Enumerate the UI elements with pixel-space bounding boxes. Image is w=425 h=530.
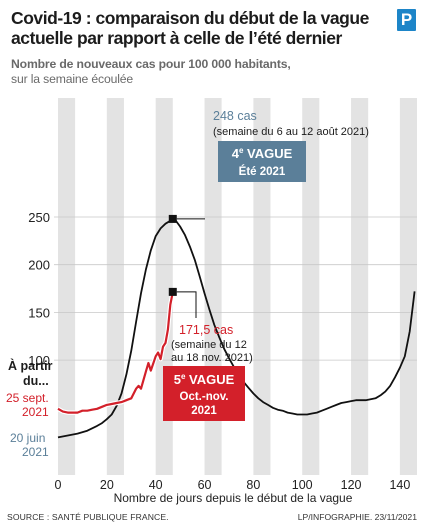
start-summer-date-1: 20 juin: [10, 431, 45, 445]
start-label-1: À partir: [8, 358, 53, 373]
band-0: [58, 98, 76, 475]
x-tick-60: 60: [198, 478, 212, 492]
peak-marker-current: [168, 287, 177, 296]
y-tick-150: 150: [28, 305, 50, 320]
chart-subtitle: Nombre de nouveaux cas pour 100 000 habi…: [11, 57, 411, 87]
current-badge-subtitle-2: 2021: [191, 405, 217, 417]
band-5: [302, 98, 320, 475]
band-7: [399, 98, 417, 475]
chart-title: Covid-19 : comparaison du début de la va…: [11, 8, 369, 48]
series-line-autumn-2021: [57, 291, 174, 414]
x-tick-20: 20: [100, 478, 114, 492]
current-badge-title: 5e VAGUE: [174, 372, 235, 387]
x-tick-120: 120: [341, 478, 362, 492]
current-badge-box: [163, 366, 245, 421]
subtitle-rest: sur la semaine écoulée: [11, 72, 134, 86]
peak-leader-current: [176, 291, 197, 318]
x-tick-40: 40: [149, 478, 163, 492]
current-badge-subtitle-1: Oct.-nov.: [180, 391, 229, 403]
peak-summer-value: 248 cas: [213, 109, 257, 123]
y-tick-100: 100: [28, 353, 50, 368]
peak-current-period-1: (semaine du 12: [171, 339, 247, 351]
start-current-date-1: 25 sept.: [6, 391, 49, 405]
x-tick-100: 100: [292, 478, 313, 492]
start-label-2: du...: [23, 374, 49, 388]
peak-marker-summer: [168, 214, 177, 223]
x-tick-140: 140: [389, 478, 410, 492]
source-note: SOURCE : SANTÉ PUBLIQUE FRANCE.: [7, 512, 169, 522]
le-parisien-logo: P: [397, 9, 416, 31]
band-6: [351, 98, 369, 475]
peak-current-value: 171,5 cas: [179, 323, 233, 337]
x-tick-0: 0: [55, 478, 62, 492]
annotations: 248 cas (semaine du 6 au 12 août 2021) 4e …: [6, 109, 369, 459]
x-axis-label: Nombre de jours depuis le début de la va…: [114, 491, 353, 505]
y-tick-200: 200: [28, 258, 50, 273]
summer-badge-box: [218, 141, 306, 182]
start-current-date-2: 2021: [22, 405, 49, 419]
subtitle-bold: Nombre de nouveaux cas pour 100 000 habi…: [11, 57, 291, 71]
start-summer-date-2: 2021: [22, 445, 49, 459]
summer-badge-title: 4e VAGUE: [232, 146, 293, 161]
peak-summer-period: (semaine du 6 au 12 août 2021): [213, 126, 369, 138]
gridlines: [54, 216, 417, 361]
summer-badge-subtitle: Été 2021: [239, 165, 286, 178]
band-4: [253, 98, 271, 475]
y-tick-labels: 100 150 200 250: [28, 210, 50, 368]
band-1: [106, 98, 124, 475]
credit-note: LP/INFOGRAPHIE. 23/11/2021: [297, 512, 417, 522]
x-tick-labels: 0 20 40 60 80 100 120 140: [55, 478, 411, 492]
peak-current-period-2: au 18 nov. 2021): [171, 352, 253, 364]
y-tick-250: 250: [28, 210, 50, 225]
x-tick-80: 80: [246, 478, 260, 492]
